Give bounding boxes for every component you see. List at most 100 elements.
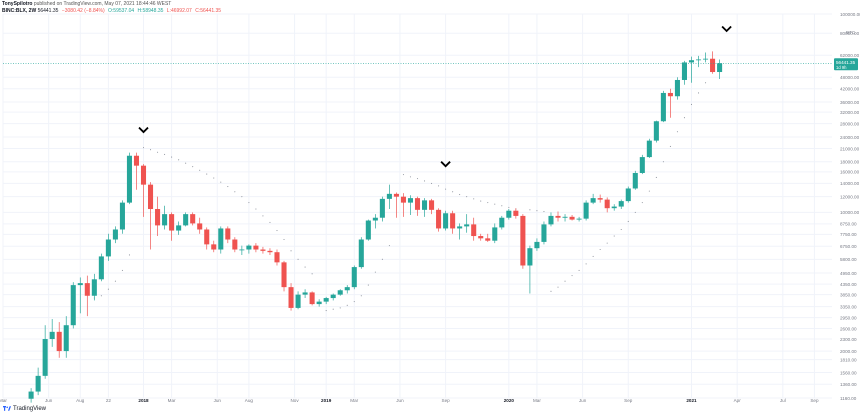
last-price-badge (834, 58, 858, 71)
candle-down (471, 217, 477, 241)
publish-info: published on TradingView.com, May 07, 20… (33, 1, 172, 7)
grid-lines (2, 13, 832, 399)
last-price-countdown: 1d 9h (836, 65, 847, 70)
candle-body (49, 331, 55, 340)
author-name[interactable]: TonySpilotro (2, 1, 33, 7)
candle-body (513, 210, 519, 216)
candle-body (710, 58, 716, 73)
candle-down (140, 164, 147, 217)
sar-dot (641, 202, 643, 204)
candle-body (267, 250, 273, 253)
sar-dot (297, 258, 299, 260)
x-tick-label: 22 (106, 398, 112, 403)
candle-down (204, 227, 210, 250)
candle-up (681, 60, 687, 85)
time-axis[interactable]: Mar Jun Aug 22 2018 Mar Jun Aug Nov 2019 Mar Jun Sep… (0, 398, 819, 403)
chevron-down-icon (721, 25, 732, 33)
candle-body (386, 193, 392, 199)
candle-body (421, 200, 428, 210)
candle-up (77, 277, 83, 314)
y-tick-label: 14000.00 (840, 181, 860, 186)
candle-body (42, 339, 48, 376)
sar-dot (423, 180, 426, 182)
y-tick-label: 100000.00 (840, 12, 860, 17)
candle-body (379, 198, 385, 218)
candle-down (155, 196, 161, 237)
candle-up (527, 245, 533, 294)
sar-dot (620, 228, 622, 231)
candle-body (548, 215, 554, 225)
y-tick-label: 48000.00 (840, 75, 860, 80)
candle-body (703, 58, 709, 60)
candle-body (63, 325, 69, 352)
sar-dot (381, 258, 383, 260)
candle-up (660, 90, 666, 123)
y-tick-label: 12000.00 (840, 194, 860, 199)
y-tick-label: 32000.00 (840, 110, 860, 115)
chevron-down-icon (138, 126, 149, 134)
candle-body (695, 59, 702, 61)
candle-body (28, 391, 34, 399)
candle-up (688, 56, 695, 83)
candle-body (337, 290, 343, 295)
candle-up (126, 152, 132, 205)
sar-dot (676, 131, 678, 133)
candle-body (639, 157, 645, 173)
candle-body (499, 217, 505, 228)
sar-dot (262, 215, 264, 217)
candle-body (590, 198, 596, 203)
candle-up (337, 289, 343, 296)
sar-dot (592, 255, 594, 257)
y-tick-label: 42000.00 (840, 87, 860, 92)
candle-body (471, 224, 477, 237)
sar-dot (445, 188, 447, 190)
y-tick-label: 62000.00 (840, 53, 860, 58)
candle-body (393, 193, 399, 197)
sar-dot (142, 147, 145, 149)
candle-up (379, 196, 385, 222)
sar-dot (220, 181, 222, 183)
close-value: C:56441.35 (195, 8, 222, 14)
sar-dot (276, 230, 278, 232)
sar-dot (178, 159, 180, 161)
candle-up (295, 291, 301, 310)
candle-up (63, 316, 69, 358)
sar-dot (585, 263, 587, 265)
candle-up (42, 325, 48, 379)
x-tick-label: 2020 (504, 398, 515, 403)
candle-down (232, 237, 238, 253)
symbol-label[interactable]: BINC:BLX, 2W (2, 8, 37, 14)
candle-up (105, 233, 111, 261)
footer-brand[interactable]: TradingView (3, 406, 46, 412)
sar-dot (311, 273, 313, 275)
price-axis[interactable]: 100000.00 80000.00 62000.00 48000.00 42000.0… (840, 12, 860, 401)
x-tick-label: Jun (396, 398, 404, 403)
candle-up (365, 219, 371, 241)
sar-dot (100, 295, 102, 297)
x-tick-label: Mar (0, 398, 7, 403)
candle-body (414, 198, 421, 210)
candle-up (492, 223, 498, 244)
sar-dot (648, 190, 650, 192)
sar-dot (543, 210, 545, 213)
candle-body (611, 206, 617, 209)
sar-dot (213, 177, 215, 179)
annotation-markers (138, 25, 732, 168)
candle-body (688, 60, 695, 63)
candle-body (464, 224, 470, 227)
sar-dot (388, 245, 390, 247)
sar-dot (234, 191, 236, 193)
sar-dot (157, 151, 159, 153)
y-tick-label: 2000.00 (840, 349, 857, 354)
candle-down (211, 240, 217, 253)
candle-body (330, 294, 336, 299)
candle-up (464, 214, 470, 233)
sar-dot (466, 196, 468, 198)
candle-up (653, 120, 659, 143)
candle-body (133, 155, 140, 166)
candle-body (35, 375, 41, 392)
sar-dot (353, 301, 355, 303)
parabolic-sar (93, 82, 707, 312)
